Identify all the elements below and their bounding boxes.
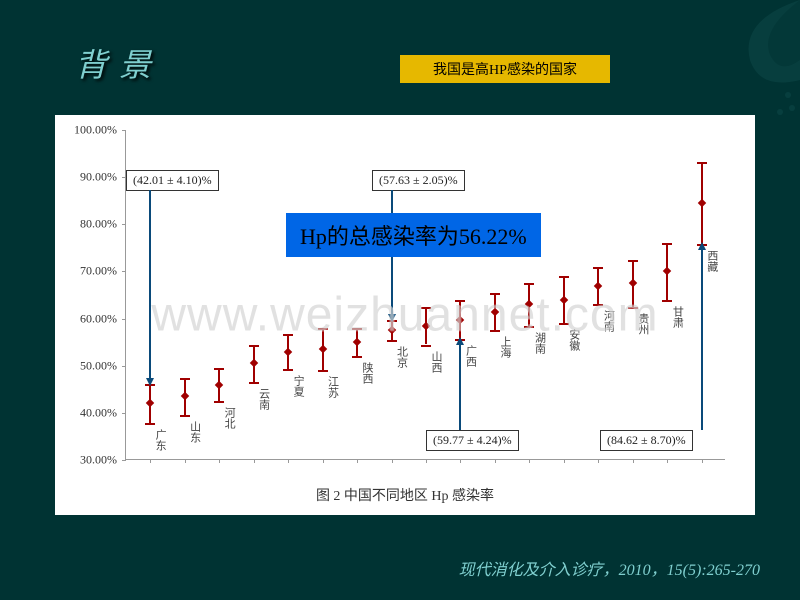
watermark-text: www.weizhuannet.com [151, 288, 658, 343]
x-tick-mark [323, 459, 324, 463]
y-tick-label: 100.00% [57, 123, 117, 138]
y-tick-label: 60.00% [57, 311, 117, 326]
error-cap [421, 345, 431, 347]
region-label: 陕西 [359, 362, 375, 384]
x-tick-mark [392, 459, 393, 463]
y-tick-label: 90.00% [57, 170, 117, 185]
x-tick-mark [667, 459, 668, 463]
y-tick-label: 80.00% [57, 217, 117, 232]
error-cap [145, 423, 155, 425]
callout-label: (84.62 ± 8.70)% [600, 430, 693, 451]
x-tick-mark [702, 459, 703, 463]
error-cap [593, 267, 603, 269]
region-label: 江苏 [325, 376, 341, 398]
data-point [698, 198, 706, 206]
region-label: 山东 [187, 421, 203, 443]
callout-label: (59.77 ± 4.24)% [426, 430, 519, 451]
error-cap [249, 382, 259, 384]
error-cap [249, 345, 259, 347]
y-tick-mark [122, 460, 126, 461]
slide-title: 背景 [75, 40, 163, 86]
region-label: 北京 [394, 346, 410, 368]
y-tick-label: 70.00% [57, 264, 117, 279]
x-tick-mark [185, 459, 186, 463]
error-cap [283, 369, 293, 371]
x-tick-mark [254, 459, 255, 463]
arrowhead-icon [146, 378, 154, 386]
error-cap [559, 276, 569, 278]
data-point [663, 267, 671, 275]
y-tick-label: 50.00% [57, 358, 117, 373]
y-tick-mark [122, 271, 126, 272]
callout-arrow [149, 190, 151, 381]
callout-arrow [459, 343, 461, 430]
region-label: 云南 [256, 388, 272, 410]
data-point [629, 279, 637, 287]
callout-arrow [701, 248, 703, 431]
y-tick-mark [122, 366, 126, 367]
region-label: 西藏 [704, 250, 720, 272]
x-tick-mark [598, 459, 599, 463]
error-cap [628, 260, 638, 262]
region-label: 宁夏 [290, 375, 306, 397]
error-cap [352, 356, 362, 358]
x-tick-mark [288, 459, 289, 463]
data-point [215, 380, 223, 388]
error-cap [662, 243, 672, 245]
citation-text: 现代消化及介入诊疗，2010，15(5):265-270 [459, 556, 760, 580]
data-point [249, 359, 257, 367]
error-cap [697, 162, 707, 164]
data-point [284, 347, 292, 355]
error-cap [318, 370, 328, 372]
x-tick-mark [150, 459, 151, 463]
x-tick-mark [633, 459, 634, 463]
x-tick-mark [357, 459, 358, 463]
x-tick-mark [426, 459, 427, 463]
chart-panel: 30.00% 40.00% 50.00% 60.00% 70.00% 80.00% 90.0… [55, 115, 755, 515]
y-tick-label: 30.00% [57, 453, 117, 468]
region-label: 甘肃 [669, 306, 685, 328]
error-cap [214, 368, 224, 370]
x-tick-mark [495, 459, 496, 463]
error-cap [180, 378, 190, 380]
x-tick-mark [529, 459, 530, 463]
error-cap [662, 300, 672, 302]
y-tick-mark [122, 413, 126, 414]
y-tick-label: 40.00% [57, 405, 117, 420]
region-label: 广东 [152, 429, 168, 451]
arrowhead-icon [698, 242, 706, 250]
region-label: 河北 [221, 407, 237, 429]
x-tick-mark [564, 459, 565, 463]
error-cap [180, 415, 190, 417]
error-cap [214, 401, 224, 403]
figure-caption: 图 2 中国不同地区 Hp 感染率 [55, 485, 755, 505]
y-tick-mark [122, 319, 126, 320]
error-cap [524, 283, 534, 285]
header-highlight-box: 我国是高HP感染的国家 [400, 55, 610, 83]
corner-decoration [680, 0, 800, 120]
region-label: 山西 [428, 351, 444, 373]
overlay-highlight-box: Hp的总感染率为56.22% [286, 213, 541, 257]
region-label: 广西 [462, 345, 478, 367]
x-tick-mark [460, 459, 461, 463]
callout-label: (42.01 ± 4.10)% [126, 170, 219, 191]
data-point [146, 399, 154, 407]
callout-label: (57.63 ± 2.05)% [372, 170, 465, 191]
data-point [318, 345, 326, 353]
data-point [180, 392, 188, 400]
y-tick-mark [122, 224, 126, 225]
y-tick-mark [122, 130, 126, 131]
x-tick-mark [219, 459, 220, 463]
